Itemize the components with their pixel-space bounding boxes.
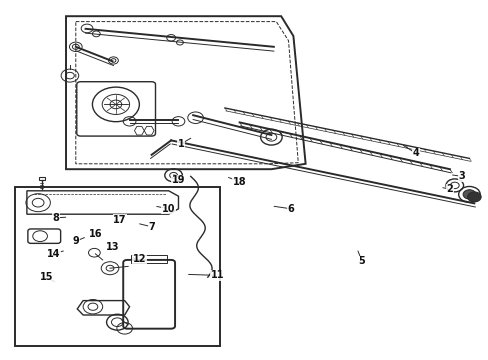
Bar — [131, 255, 167, 263]
Text: 16: 16 — [88, 229, 102, 239]
Text: 18: 18 — [232, 177, 246, 187]
Circle shape — [467, 192, 480, 202]
Text: 17: 17 — [113, 215, 126, 225]
Text: 2: 2 — [446, 184, 452, 194]
Text: 6: 6 — [287, 204, 294, 214]
Text: 12: 12 — [132, 254, 146, 264]
Text: 19: 19 — [171, 175, 185, 185]
Bar — [15, 187, 220, 346]
Text: 11: 11 — [210, 270, 224, 280]
Text: 4: 4 — [411, 148, 418, 158]
Text: 9: 9 — [72, 236, 79, 246]
Text: 14: 14 — [47, 249, 61, 259]
Text: 13: 13 — [105, 242, 119, 252]
Text: 10: 10 — [162, 204, 175, 214]
Bar — [39, 177, 45, 180]
Text: 1: 1 — [177, 139, 184, 149]
Text: 3: 3 — [458, 171, 465, 181]
Text: 8: 8 — [53, 213, 60, 223]
Text: 5: 5 — [358, 256, 365, 266]
Text: 15: 15 — [40, 272, 53, 282]
Text: 7: 7 — [148, 222, 155, 232]
Circle shape — [462, 190, 475, 199]
